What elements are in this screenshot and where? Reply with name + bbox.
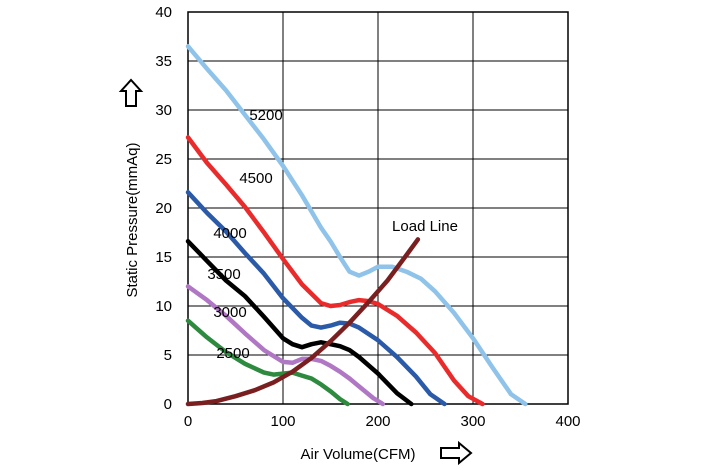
curve-label-5200: 5200	[249, 107, 282, 124]
curve-label-4500: 4500	[239, 170, 272, 187]
y-tick-label-2: 10	[155, 298, 172, 315]
curve-label-2500: 2500	[216, 345, 249, 362]
curve-label-3500: 3500	[207, 266, 240, 283]
curve-labels: 5200 4500 4000 3500 3000 2500 Load Line	[207, 107, 458, 362]
series-lines	[185, 44, 528, 407]
y-tick-label-7: 35	[155, 53, 172, 70]
y-axis-title: Static Pressure(mmAq)	[124, 142, 141, 297]
x-tick-label-0: 0	[184, 413, 192, 430]
y-tick-label-8: 40	[155, 4, 172, 21]
grid	[187, 11, 569, 405]
series-line-3500	[185, 239, 414, 407]
up-arrow-icon	[118, 78, 144, 107]
y-tick-label-3: 15	[155, 249, 172, 266]
x-tick-label-3: 300	[460, 413, 485, 430]
series-line-5200	[185, 44, 528, 407]
x-tick-label-4: 400	[555, 413, 580, 430]
x-tick-label-1: 100	[270, 413, 295, 430]
curve-label-3000: 3000	[213, 304, 246, 321]
y-tick-label-1: 5	[164, 347, 172, 364]
curve-label-4000: 4000	[213, 225, 246, 242]
y-tick-label-4: 20	[155, 200, 172, 217]
series-line-4500	[185, 135, 485, 407]
x-axis-title: Air Volume(CFM)	[300, 446, 415, 463]
series-line-load-line	[185, 237, 421, 407]
y-tick-label-0: 0	[164, 396, 172, 413]
series-line-4000	[185, 190, 447, 407]
right-arrow-icon	[440, 440, 473, 466]
curve-label-load-line: Load Line	[392, 218, 458, 235]
plot-frame	[187, 11, 569, 405]
x-tick-label-2: 200	[365, 413, 390, 430]
y-tick-label-6: 30	[155, 102, 172, 119]
y-tick-label-5: 25	[155, 151, 172, 168]
